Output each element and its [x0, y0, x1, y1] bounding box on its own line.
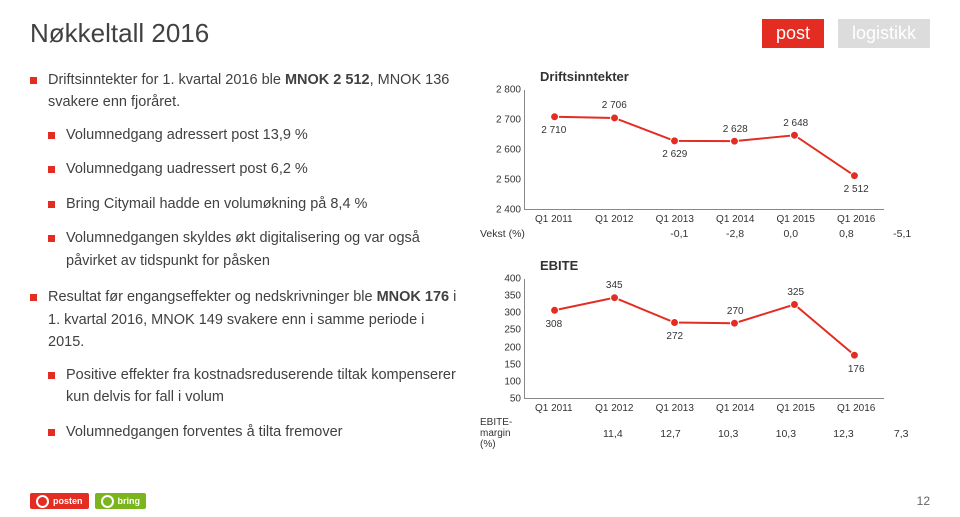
tag-post: post [762, 19, 824, 48]
ytick-label: 2 400 [483, 205, 521, 216]
bullet-column: Driftsinntekter for 1. kvartal 2016 ble … [30, 69, 460, 457]
header: Nøkkeltall 2016 post logistikk [30, 18, 930, 49]
point-label: 2 628 [723, 124, 748, 135]
ytick-label: 2 600 [483, 145, 521, 156]
point-label: 272 [666, 331, 683, 342]
margin-value: 10,3 [757, 428, 815, 440]
xtick-label: Q1 2015 [777, 214, 815, 225]
point-label: 2 710 [541, 125, 566, 136]
ytick-label: 350 [483, 291, 521, 302]
bullet-2b: Volumnedgangen forventes å tilta fremove… [48, 421, 460, 443]
chart1-block: Driftsinntekter 2 4002 5002 6002 7002 80… [480, 69, 930, 210]
growth-row: Vekst (%) -0,1-2,80,00,8-5,1 [480, 228, 930, 240]
xtick-label: Q1 2015 [777, 403, 815, 414]
margin-value: 12,3 [815, 428, 873, 440]
logo-bring: bring [95, 493, 147, 509]
chart-svg [525, 279, 884, 398]
point-label: 2 706 [602, 100, 627, 111]
growth-value: -0,1 [652, 228, 708, 240]
b2-bold: MNOK 176 [377, 289, 450, 305]
bullet-2a: Positive effekter fra kostnadsreduserend… [48, 364, 460, 409]
margin-row: EBITE- margin (%) 11,412,710,310,312,37,… [480, 417, 930, 450]
margin-values: 11,412,710,310,312,37,3 [584, 428, 930, 440]
ytick-label: 200 [483, 342, 521, 353]
logo-posten: posten [30, 493, 89, 509]
logo-group: posten bring [30, 493, 146, 509]
growth-label: Vekst (%) [480, 228, 540, 240]
footer: posten bring 12 [30, 493, 930, 509]
xtick-label: Q1 2014 [716, 214, 754, 225]
b1-pre: Driftsinntekter for 1. kvartal 2016 ble [48, 72, 285, 88]
point-label: 308 [545, 319, 562, 330]
ytick-label: 2 500 [483, 175, 521, 186]
margin-value: 11,4 [584, 428, 642, 440]
ytick-label: 2 800 [483, 85, 521, 96]
bullet-2: Resultat før engangseffekter og nedskriv… [30, 286, 460, 443]
chart2-title: EBITE [480, 258, 930, 273]
ytick-label: 150 [483, 359, 521, 370]
margin-value: 10,3 [699, 428, 757, 440]
bullet-1d: Volumnedgangen skyldes økt digitaliserin… [48, 227, 460, 272]
ytick-label: 100 [483, 376, 521, 387]
tag-group: post logistikk [762, 19, 930, 48]
point-label: 2 648 [783, 118, 808, 129]
point-label: 176 [848, 364, 865, 375]
xtick-label: Q1 2013 [656, 214, 694, 225]
charts-column: Driftsinntekter 2 4002 5002 6002 7002 80… [480, 69, 930, 457]
content: Driftsinntekter for 1. kvartal 2016 ble … [30, 69, 930, 457]
chart1: 2 4002 5002 6002 7002 800Q1 2011Q1 2012Q… [524, 90, 884, 210]
chart-svg [525, 90, 884, 209]
ytick-label: 400 [483, 274, 521, 285]
growth-value: -2,8 [707, 228, 763, 240]
xtick-label: Q1 2012 [595, 214, 633, 225]
page-title: Nøkkeltall 2016 [30, 18, 209, 49]
growth-value: -5,1 [874, 228, 930, 240]
point-label: 345 [606, 280, 623, 291]
margin-value: 12,7 [642, 428, 700, 440]
point-label: 2 512 [844, 184, 869, 195]
chart2: 50100150200250300350400Q1 2011Q1 2012Q1 … [524, 279, 884, 399]
xtick-label: Q1 2011 [535, 214, 573, 225]
ytick-label: 2 700 [483, 115, 521, 126]
page-number: 12 [917, 494, 930, 508]
b2-pre: Resultat før engangseffekter og nedskriv… [48, 289, 377, 305]
ytick-label: 300 [483, 308, 521, 319]
bullet-1c: Bring Citymail hadde en volumøkning på 8… [48, 193, 460, 215]
chart1-title: Driftsinntekter [480, 69, 930, 84]
bullet-1a: Volumnedgang adressert post 13,9 % [48, 124, 460, 146]
growth-value: 0,0 [763, 228, 819, 240]
growth-value: 0,8 [819, 228, 875, 240]
point-label: 270 [727, 306, 744, 317]
xtick-label: Q1 2012 [595, 403, 633, 414]
ytick-label: 50 [483, 394, 521, 405]
ytick-label: 250 [483, 325, 521, 336]
xtick-label: Q1 2016 [837, 403, 875, 414]
xtick-label: Q1 2014 [716, 403, 754, 414]
xtick-label: Q1 2016 [837, 214, 875, 225]
tag-logistikk: logistikk [838, 19, 930, 48]
margin-label: EBITE- margin (%) [480, 417, 540, 450]
xtick-label: Q1 2013 [656, 403, 694, 414]
point-label: 2 629 [662, 149, 687, 160]
bullet-1: Driftsinntekter for 1. kvartal 2016 ble … [30, 69, 460, 272]
point-label: 325 [787, 287, 804, 298]
chart2-block: EBITE 50100150200250300350400Q1 2011Q1 2… [480, 258, 930, 399]
xtick-label: Q1 2011 [535, 403, 573, 414]
growth-values: -0,1-2,80,00,8-5,1 [584, 228, 930, 240]
b1-bold: MNOK 2 512 [285, 72, 370, 88]
margin-value: 7,3 [872, 428, 930, 440]
bullet-1b: Volumnedgang uadressert post 6,2 % [48, 158, 460, 180]
